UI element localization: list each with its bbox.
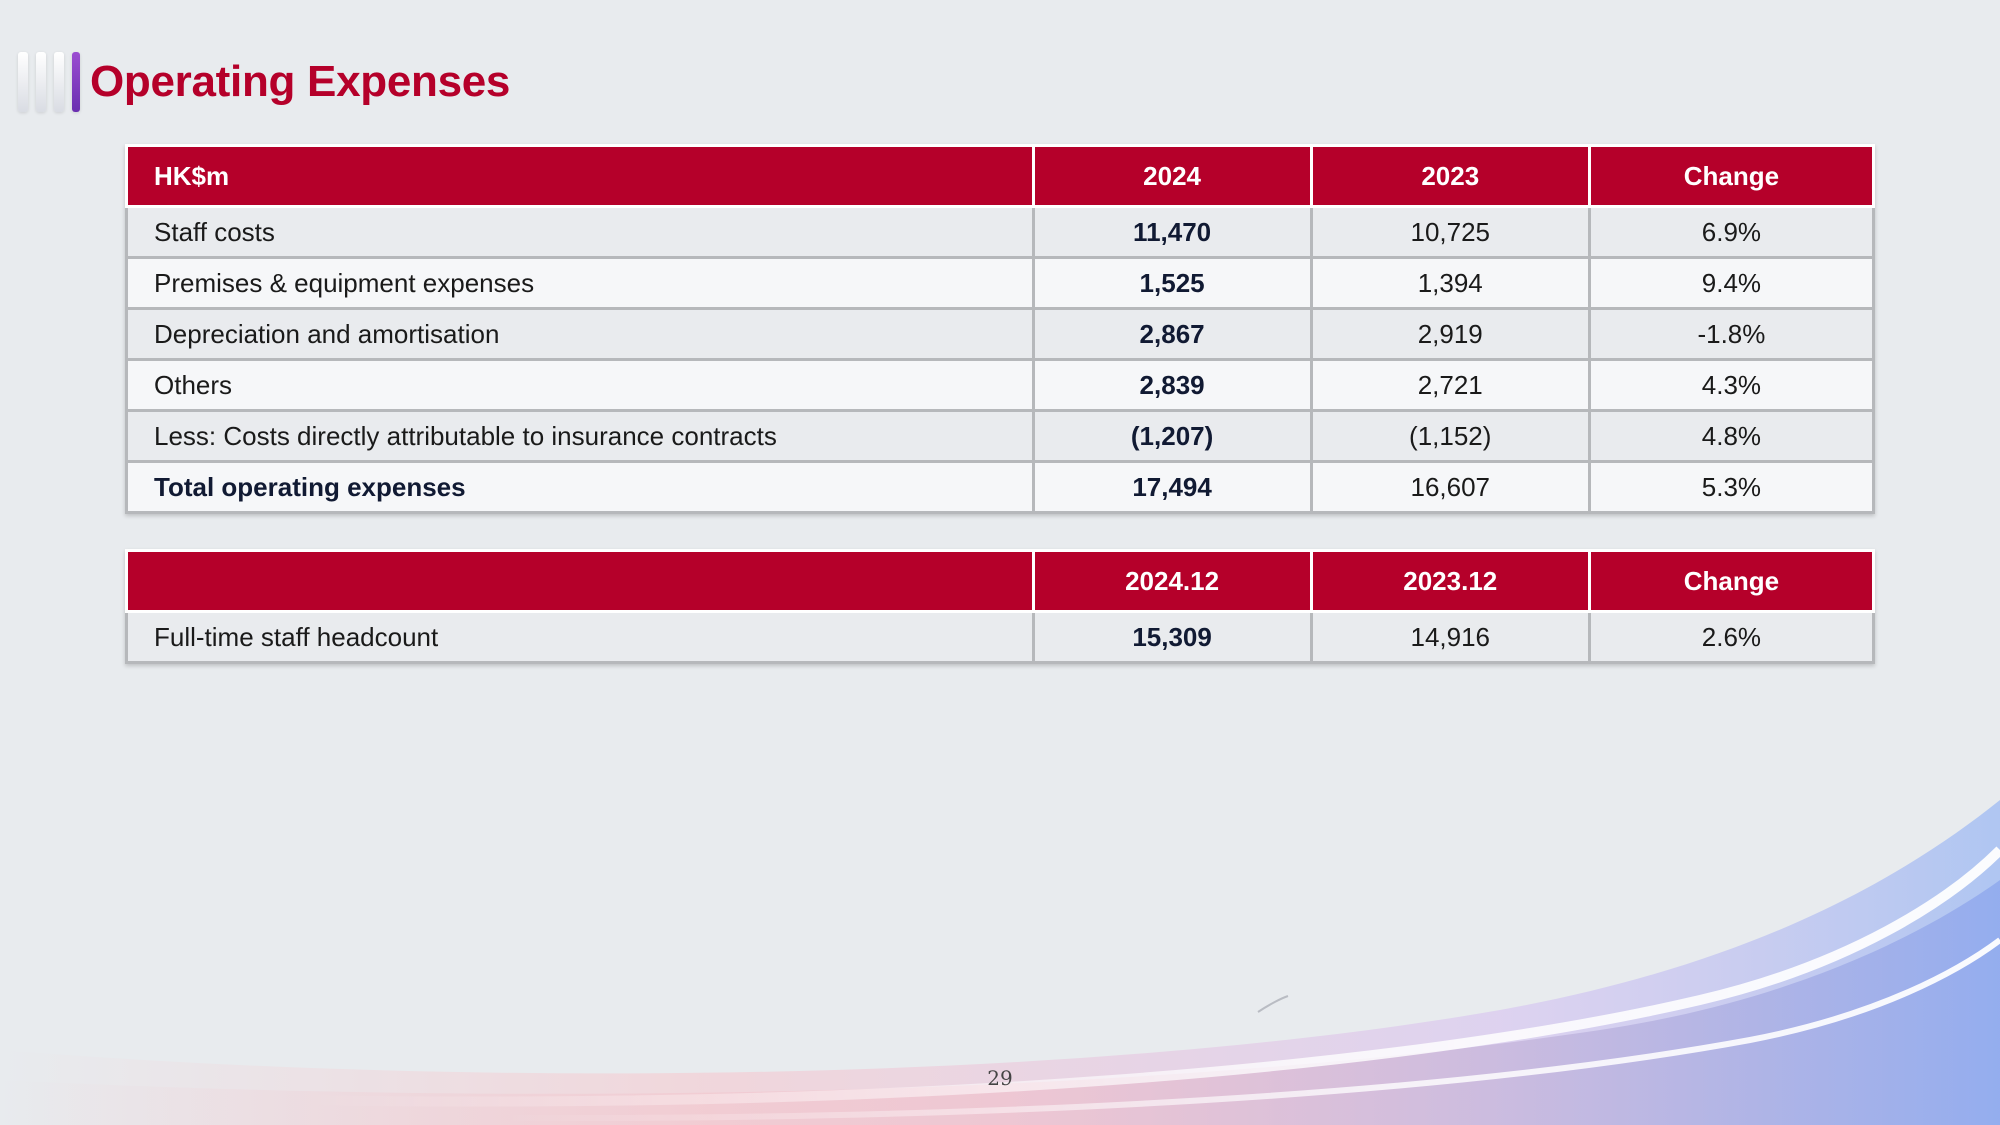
value-2023: 2,721 bbox=[1309, 358, 1591, 412]
value-2024: 2,867 bbox=[1031, 307, 1313, 361]
page-title: Operating Expenses bbox=[90, 57, 511, 106]
row-label: Less: Costs directly attributable to ins… bbox=[125, 409, 1035, 463]
decor-bar bbox=[18, 52, 28, 112]
value-2024: (1,207) bbox=[1031, 409, 1313, 463]
header-change: Change bbox=[1587, 144, 1876, 208]
headcount-table: 2024.12 2023.12 Change Full-time staff h… bbox=[125, 549, 1876, 664]
value-2024-12: 15,309 bbox=[1031, 610, 1313, 664]
operating-expenses-table: HK$m 2024 2023 Change Staff costs 11,470… bbox=[125, 144, 1876, 514]
table-header-row: 2024.12 2023.12 Change bbox=[125, 549, 1876, 613]
row-label: Full-time staff headcount bbox=[125, 610, 1035, 664]
header-change: Change bbox=[1587, 549, 1876, 613]
decor-bar-accent bbox=[72, 52, 80, 112]
page-number: 29 bbox=[987, 1066, 1013, 1090]
value-2023: 2,919 bbox=[1309, 307, 1591, 361]
header-2023-12: 2023.12 bbox=[1309, 549, 1591, 613]
header-2023: 2023 bbox=[1309, 144, 1591, 208]
header-unit: HK$m bbox=[125, 144, 1035, 208]
value-change: 4.8% bbox=[1587, 409, 1876, 463]
value-2024: 2,839 bbox=[1031, 358, 1313, 412]
value-change: 5.3% bbox=[1587, 460, 1876, 514]
decor-bar bbox=[54, 52, 64, 112]
table-row: Staff costs 11,470 10,725 6.9% bbox=[125, 205, 1876, 259]
table-row: Others 2,839 2,721 4.3% bbox=[125, 358, 1876, 412]
value-2023: (1,152) bbox=[1309, 409, 1591, 463]
table-row: Less: Costs directly attributable to ins… bbox=[125, 409, 1876, 463]
value-change: 6.9% bbox=[1587, 205, 1876, 259]
value-2024: 1,525 bbox=[1031, 256, 1313, 310]
header-2024-12: 2024.12 bbox=[1031, 549, 1313, 613]
row-label: Total operating expenses bbox=[125, 460, 1035, 514]
value-2024: 11,470 bbox=[1031, 205, 1313, 259]
table-row: Depreciation and amortisation 2,867 2,91… bbox=[125, 307, 1876, 361]
table-row: Full-time staff headcount 15,309 14,916 … bbox=[125, 610, 1876, 664]
value-2023: 16,607 bbox=[1309, 460, 1591, 514]
decor-bar bbox=[36, 52, 46, 112]
value-change: 9.4% bbox=[1587, 256, 1876, 310]
table-row: Premises & equipment expenses 1,525 1,39… bbox=[125, 256, 1876, 310]
row-label: Depreciation and amortisation bbox=[125, 307, 1035, 361]
value-2023-12: 14,916 bbox=[1309, 610, 1591, 664]
value-2023: 10,725 bbox=[1309, 205, 1591, 259]
value-2024: 17,494 bbox=[1031, 460, 1313, 514]
row-label: Staff costs bbox=[125, 205, 1035, 259]
header-2024: 2024 bbox=[1031, 144, 1313, 208]
row-label: Others bbox=[125, 358, 1035, 412]
title-decoration-bars bbox=[18, 52, 80, 112]
value-change: 2.6% bbox=[1587, 610, 1876, 664]
value-2023: 1,394 bbox=[1309, 256, 1591, 310]
value-change: 4.3% bbox=[1587, 358, 1876, 412]
table-header-row: HK$m 2024 2023 Change bbox=[125, 144, 1876, 208]
table-row-total: Total operating expenses 17,494 16,607 5… bbox=[125, 460, 1876, 514]
header-blank bbox=[125, 549, 1035, 613]
row-label: Premises & equipment expenses bbox=[125, 256, 1035, 310]
value-change: -1.8% bbox=[1587, 307, 1876, 361]
page-header: Operating Expenses bbox=[18, 52, 510, 112]
